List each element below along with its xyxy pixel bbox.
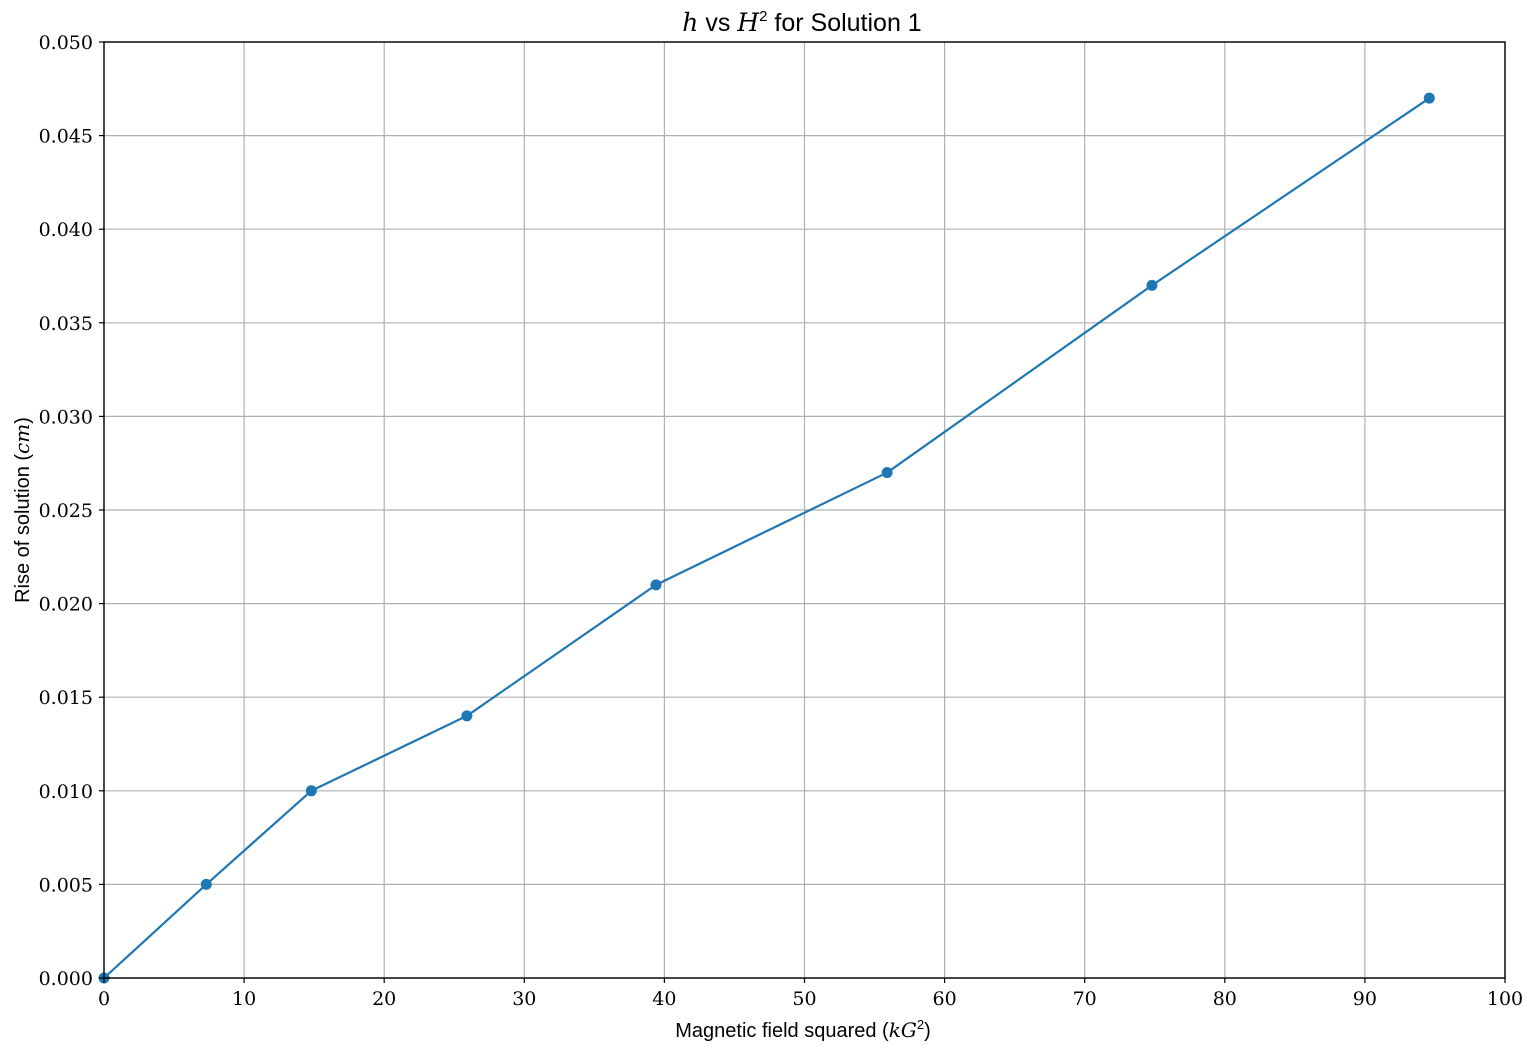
x-label-text: Magnetic field squared ( (675, 1020, 889, 1042)
y-tick-label: 0.050 (39, 32, 93, 54)
series-line (103, 97, 1430, 979)
y-label-unit: cm (10, 424, 34, 454)
data-point (200, 878, 212, 890)
title-rest: for Solution 1 (767, 9, 921, 37)
x-label-superscript: 2 (917, 1017, 924, 1032)
y-tick-label: 0.035 (39, 313, 93, 335)
y-label-text: Rise of solution ( (12, 454, 34, 603)
x-tick-label: 70 (1073, 988, 1097, 1010)
x-tick-label: 100 (1487, 988, 1523, 1010)
title-var-h: h (682, 8, 698, 37)
y-tick-label: 0.000 (39, 968, 93, 990)
title-superscript: 2 (759, 8, 767, 25)
x-label-unit: kG (889, 1018, 917, 1042)
data-point (881, 467, 893, 479)
x-tick-label: 60 (933, 988, 957, 1010)
data-point (1146, 279, 1158, 291)
data-point (1423, 92, 1435, 104)
y-tick-label: 0.010 (39, 781, 93, 803)
y-label-close: ) (12, 417, 34, 424)
x-tick-label: 0 (98, 988, 110, 1010)
x-label-close: ) (924, 1020, 931, 1042)
title-vs: vs (698, 9, 737, 37)
x-tick-label: 90 (1353, 988, 1377, 1010)
y-axis-ticks: 0.000 0.005 0.010 0.015 0.020 0.025 0.030 0.035… (39, 32, 104, 990)
x-tick-label: 10 (232, 988, 256, 1010)
x-tick-label: 50 (792, 988, 816, 1010)
x-axis-ticks: 0 10 20 30 40 50 60 70 80 90 100 (98, 978, 1523, 1010)
x-tick-label: 20 (372, 988, 396, 1010)
data-point (650, 579, 662, 591)
x-tick-label: 80 (1213, 988, 1237, 1010)
y-tick-label: 0.030 (39, 406, 93, 428)
title-var-H: H (736, 8, 760, 37)
x-axis-label: Magnetic field squared (kG2) (675, 1017, 930, 1042)
x-tick-label: 30 (512, 988, 536, 1010)
y-tick-label: 0.025 (39, 500, 93, 522)
y-tick-label: 0.020 (39, 594, 93, 616)
y-tick-label: 0.015 (39, 687, 93, 709)
chart-title: h vs H2 for Solution 1 (682, 8, 921, 37)
y-tick-label: 0.045 (39, 126, 93, 148)
data-point (305, 785, 317, 797)
y-axis-label: Rise of solution (cm) (10, 417, 34, 603)
y-tick-label: 0.040 (39, 219, 93, 241)
data-point (461, 710, 473, 722)
y-tick-label: 0.005 (39, 874, 93, 896)
series-layer (98, 92, 1435, 984)
x-tick-label: 40 (652, 988, 676, 1010)
